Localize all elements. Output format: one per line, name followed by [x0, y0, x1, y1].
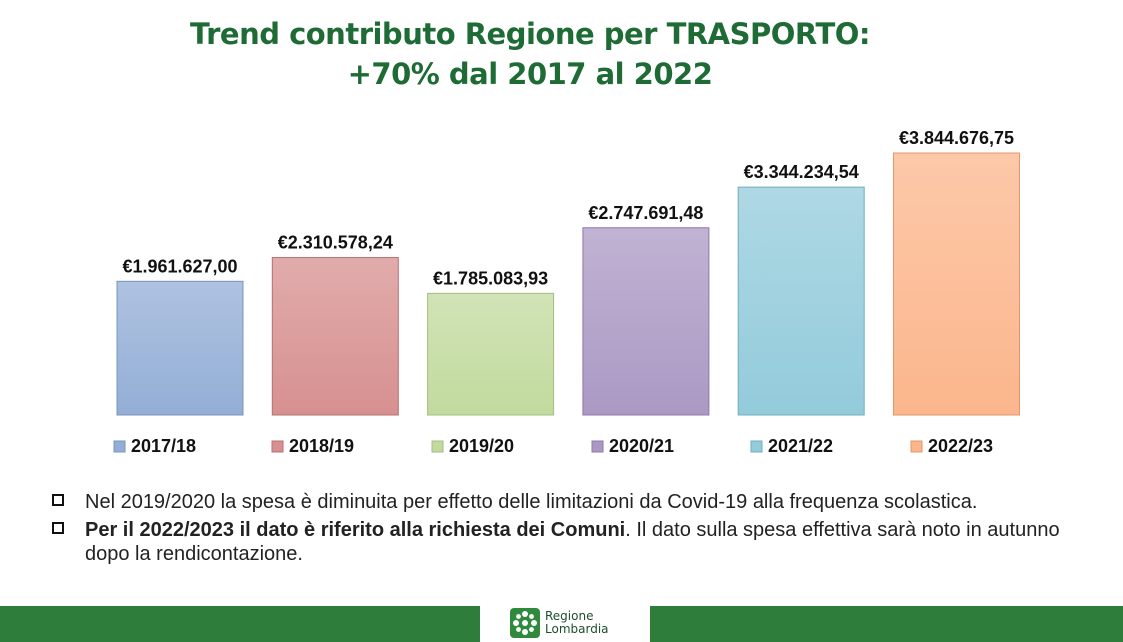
- legend-label: 2018/19: [289, 436, 354, 456]
- rosa-camuna-icon: [510, 608, 540, 638]
- checkbox-bullet-icon: [52, 522, 64, 534]
- note-item: Per il 2022/2023 il dato è riferito alla…: [50, 518, 1070, 566]
- title-line-2: +70% dal 2017 al 2022: [347, 57, 713, 91]
- legend-swatch: [113, 440, 126, 453]
- data-label: €1.785.083,93: [433, 268, 548, 288]
- slide-title: Trend contributo Regione per TRASPORTO: …: [150, 14, 910, 94]
- data-label: €2.310.578,24: [278, 233, 393, 253]
- note-2-bold-text: Per il 2022/2023 il dato è riferito alla…: [85, 519, 626, 541]
- bar-2022-23: [893, 152, 1020, 416]
- legend-label: 2022/23: [928, 436, 993, 456]
- legend-swatch: [431, 440, 444, 453]
- logo-line-2: Lombardia: [545, 622, 609, 636]
- data-label: €2.747.691,48: [588, 203, 703, 223]
- footer-bar-right: [650, 606, 1123, 642]
- data-label: €3.344.234,54: [744, 162, 859, 182]
- legend-label: 2021/22: [768, 436, 833, 456]
- title-line-1: Trend contributo Regione per TRASPORTO:: [190, 17, 870, 51]
- legend-label: 2019/20: [449, 436, 514, 456]
- note-2-text: . Il dato sulla spesa effettiva sarà not…: [85, 519, 1060, 565]
- bar-2017-18: [116, 280, 244, 416]
- legend-label: 2020/21: [609, 436, 674, 456]
- checkbox-bullet-icon: [52, 494, 64, 506]
- notes-list: Nel 2019/2020 la spesa è diminuita per e…: [50, 490, 1070, 570]
- note-1-text: Nel 2019/2020 la spesa è diminuita per e…: [85, 491, 978, 513]
- bar-chart: €1.961.627,00 €2.310.578,24 €1.785.083,93 €…: [113, 128, 1020, 456]
- regione-lombardia-logo: Regione Lombardia: [510, 606, 609, 640]
- legend-label: 2017/18: [131, 436, 196, 456]
- legend-swatch: [591, 440, 604, 453]
- legend-swatch: [910, 440, 923, 453]
- bar-2021-22: [737, 186, 865, 416]
- data-label: €3.844.676,75: [899, 128, 1014, 148]
- bar-2019-20: [427, 292, 555, 416]
- bar-2018-19: [271, 257, 399, 416]
- data-label: €1.961.627,00: [122, 256, 237, 276]
- logo-line-1: Regione: [545, 609, 594, 623]
- note-item: Nel 2019/2020 la spesa è diminuita per e…: [50, 490, 1070, 514]
- footer-bar-left: [0, 606, 480, 642]
- legend-swatch: [750, 440, 763, 453]
- legend-swatch: [271, 440, 284, 453]
- bar-2020-21: [582, 227, 710, 416]
